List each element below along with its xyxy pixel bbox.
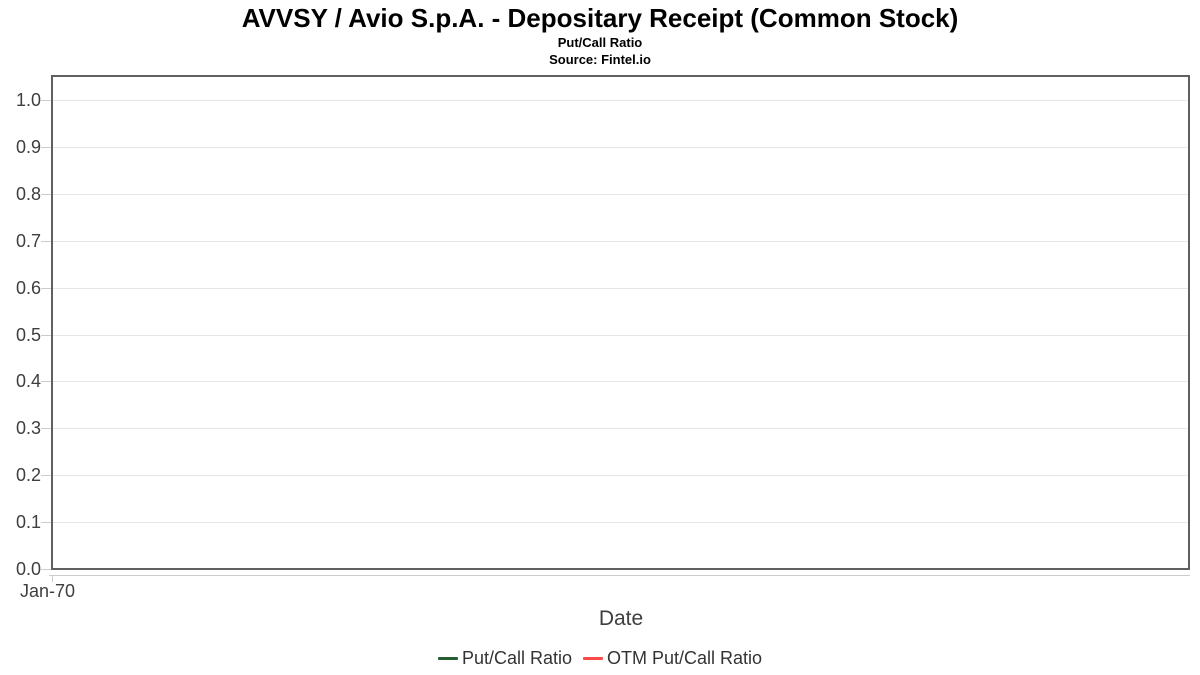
y-tick-label: 0.3 (15, 418, 41, 438)
y-tick-label: 0.2 (15, 465, 41, 485)
y-tick-label: 0.1 (15, 512, 41, 532)
y-axis-tick (41, 100, 51, 101)
y-gridline (53, 241, 1188, 242)
y-tick-label: 1.0 (15, 90, 41, 110)
chart-title: AVVSY / Avio S.p.A. - Depositary Receipt… (241, 3, 959, 33)
y-gridline (53, 288, 1188, 289)
y-axis-tick (41, 241, 51, 242)
y-tick-label: 0.6 (15, 278, 41, 298)
put-call-ratio-line-swatch (437, 656, 458, 660)
x-axis-tick (52, 576, 53, 582)
y-tick-label: 0.5 (15, 325, 41, 345)
y-gridline (53, 194, 1188, 195)
x-tick-label: Jan-70 (20, 581, 76, 601)
y-tick-label: 0.0 (15, 559, 41, 579)
legend-label-put-call-ratio: Put/Call Ratio (461, 647, 572, 668)
y-axis-tick (41, 569, 51, 570)
y-tick-label: 0.8 (15, 184, 41, 204)
y-tick-label: 0.9 (15, 137, 41, 157)
y-axis-tick (41, 381, 51, 382)
otm-put-call-ratio-line-swatch (583, 656, 603, 660)
chart-subtitle: Put/Call Ratio (557, 35, 643, 50)
y-tick-label: 0.7 (15, 231, 41, 251)
y-axis-tick (41, 475, 51, 476)
chart-source-note: Source: Fintel.io (549, 52, 651, 67)
y-axis-tick (41, 194, 51, 195)
y-gridline (53, 428, 1188, 429)
y-tick-label: 0.4 (15, 371, 41, 391)
x-axis-title: Date (598, 607, 644, 630)
y-gridline (53, 147, 1188, 148)
legend: Put/Call Ratio OTM Put/Call Ratio (0, 646, 1200, 670)
y-gridline (53, 522, 1188, 523)
legend-label-otm-put-call-ratio: OTM Put/Call Ratio (607, 647, 763, 668)
legend-item-otm-put-call-ratio[interactable]: OTM Put/Call Ratio (583, 648, 762, 669)
y-axis-tick (41, 147, 51, 148)
x-axis-line (49, 575, 1190, 576)
y-gridline (53, 335, 1188, 336)
plot-area (51, 75, 1190, 570)
y-axis-tick (41, 428, 51, 429)
y-axis-tick (41, 335, 51, 336)
y-gridline (53, 100, 1188, 101)
y-gridline (53, 381, 1188, 382)
y-axis-tick (41, 522, 51, 523)
y-axis-tick (41, 288, 51, 289)
legend-item-put-call-ratio[interactable]: Put/Call Ratio (437, 647, 572, 669)
y-gridline (53, 475, 1188, 476)
